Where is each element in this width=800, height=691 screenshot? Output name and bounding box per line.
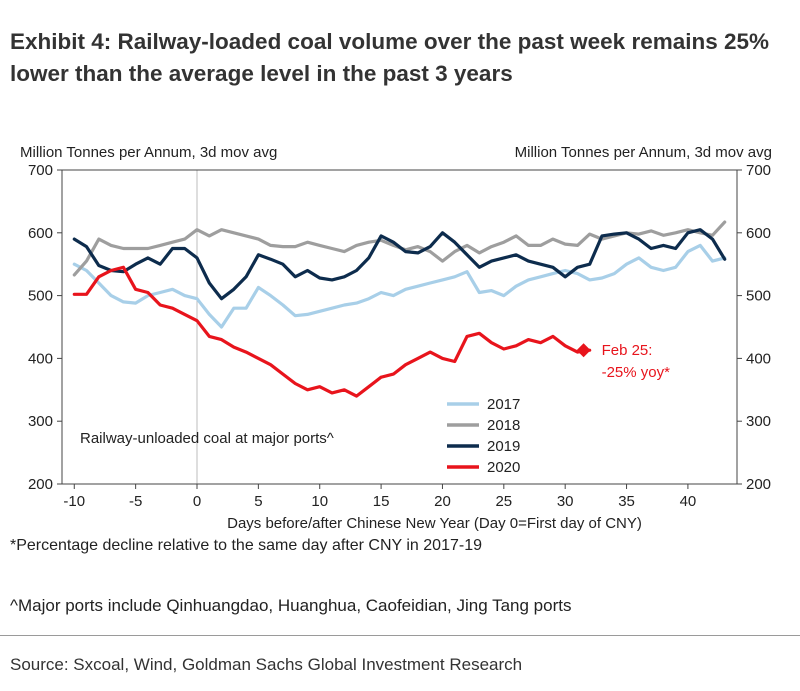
x-tick-label: 35 (618, 493, 635, 510)
x-tick-label: 20 (434, 493, 451, 510)
series-line-2019 (72, 228, 727, 301)
source-line: Source: Sxcoal, Wind, Goldman Sachs Glob… (10, 655, 523, 674)
x-tick-label: 25 (495, 493, 512, 510)
y-axis-label-right: Million Tonnes per Annum, 3d mov avg (515, 144, 772, 161)
y-tick-label-right: 700 (746, 162, 771, 179)
y-axis-label-left: Million Tonnes per Annum, 3d mov avg (20, 144, 277, 161)
y-tick-label-right: 600 (746, 225, 771, 242)
legend-label-2018: 2018 (487, 417, 520, 434)
axes-layer (57, 169, 742, 489)
x-tick-label: 30 (557, 493, 574, 510)
series-line-2020 (72, 265, 592, 398)
x-tick-label: 5 (254, 493, 262, 510)
annotation-line1: Feb 25: (602, 342, 653, 359)
series-line-2017 (72, 243, 727, 329)
divider (0, 635, 800, 636)
y-tick-label-left: 300 (28, 413, 53, 430)
legend-label-2017: 2017 (487, 396, 520, 413)
y-tick-label-right: 200 (746, 476, 771, 493)
y-tick-label-right: 300 (746, 413, 771, 430)
footnote-percentage: *Percentage decline relative to the same… (10, 537, 482, 554)
legend-layer: 2017 2018 2019 2020 (447, 396, 520, 476)
exhibit-title: Exhibit 4: Railway-loaded coal volume ov… (10, 29, 770, 86)
latest-point-marker (576, 343, 591, 358)
y-tick-label-left: 600 (28, 225, 53, 242)
annotation-line2: -25% yoy* (602, 364, 671, 381)
y-tick-label-left: 400 (28, 350, 53, 367)
x-tick-label: 15 (373, 493, 390, 510)
y-tick-label-left: 200 (28, 476, 53, 493)
plot-frame (61, 169, 738, 485)
y-tick-label-right: 500 (746, 288, 771, 305)
x-tick-label: 40 (680, 493, 697, 510)
x-tick-label: 10 (311, 493, 328, 510)
x-tick-label: -5 (129, 493, 142, 510)
inner-chart-label: Railway-unloaded coal at major ports^ (80, 430, 334, 447)
footnote-ports: ^Major ports include Qinhuangdao, Huangh… (10, 596, 572, 615)
legend-label-2019: 2019 (487, 438, 520, 455)
y-tick-label-left: 500 (28, 288, 53, 305)
y-tick-label-left: 700 (28, 162, 53, 179)
x-axis-label: Days before/after Chinese New Year (Day … (227, 515, 642, 532)
x-tick-label: -10 (63, 493, 85, 510)
legend-label-2020: 2020 (487, 459, 520, 476)
y-tick-label-right: 400 (746, 350, 771, 367)
x-tick-label: 0 (193, 493, 201, 510)
series-layer (72, 220, 727, 398)
